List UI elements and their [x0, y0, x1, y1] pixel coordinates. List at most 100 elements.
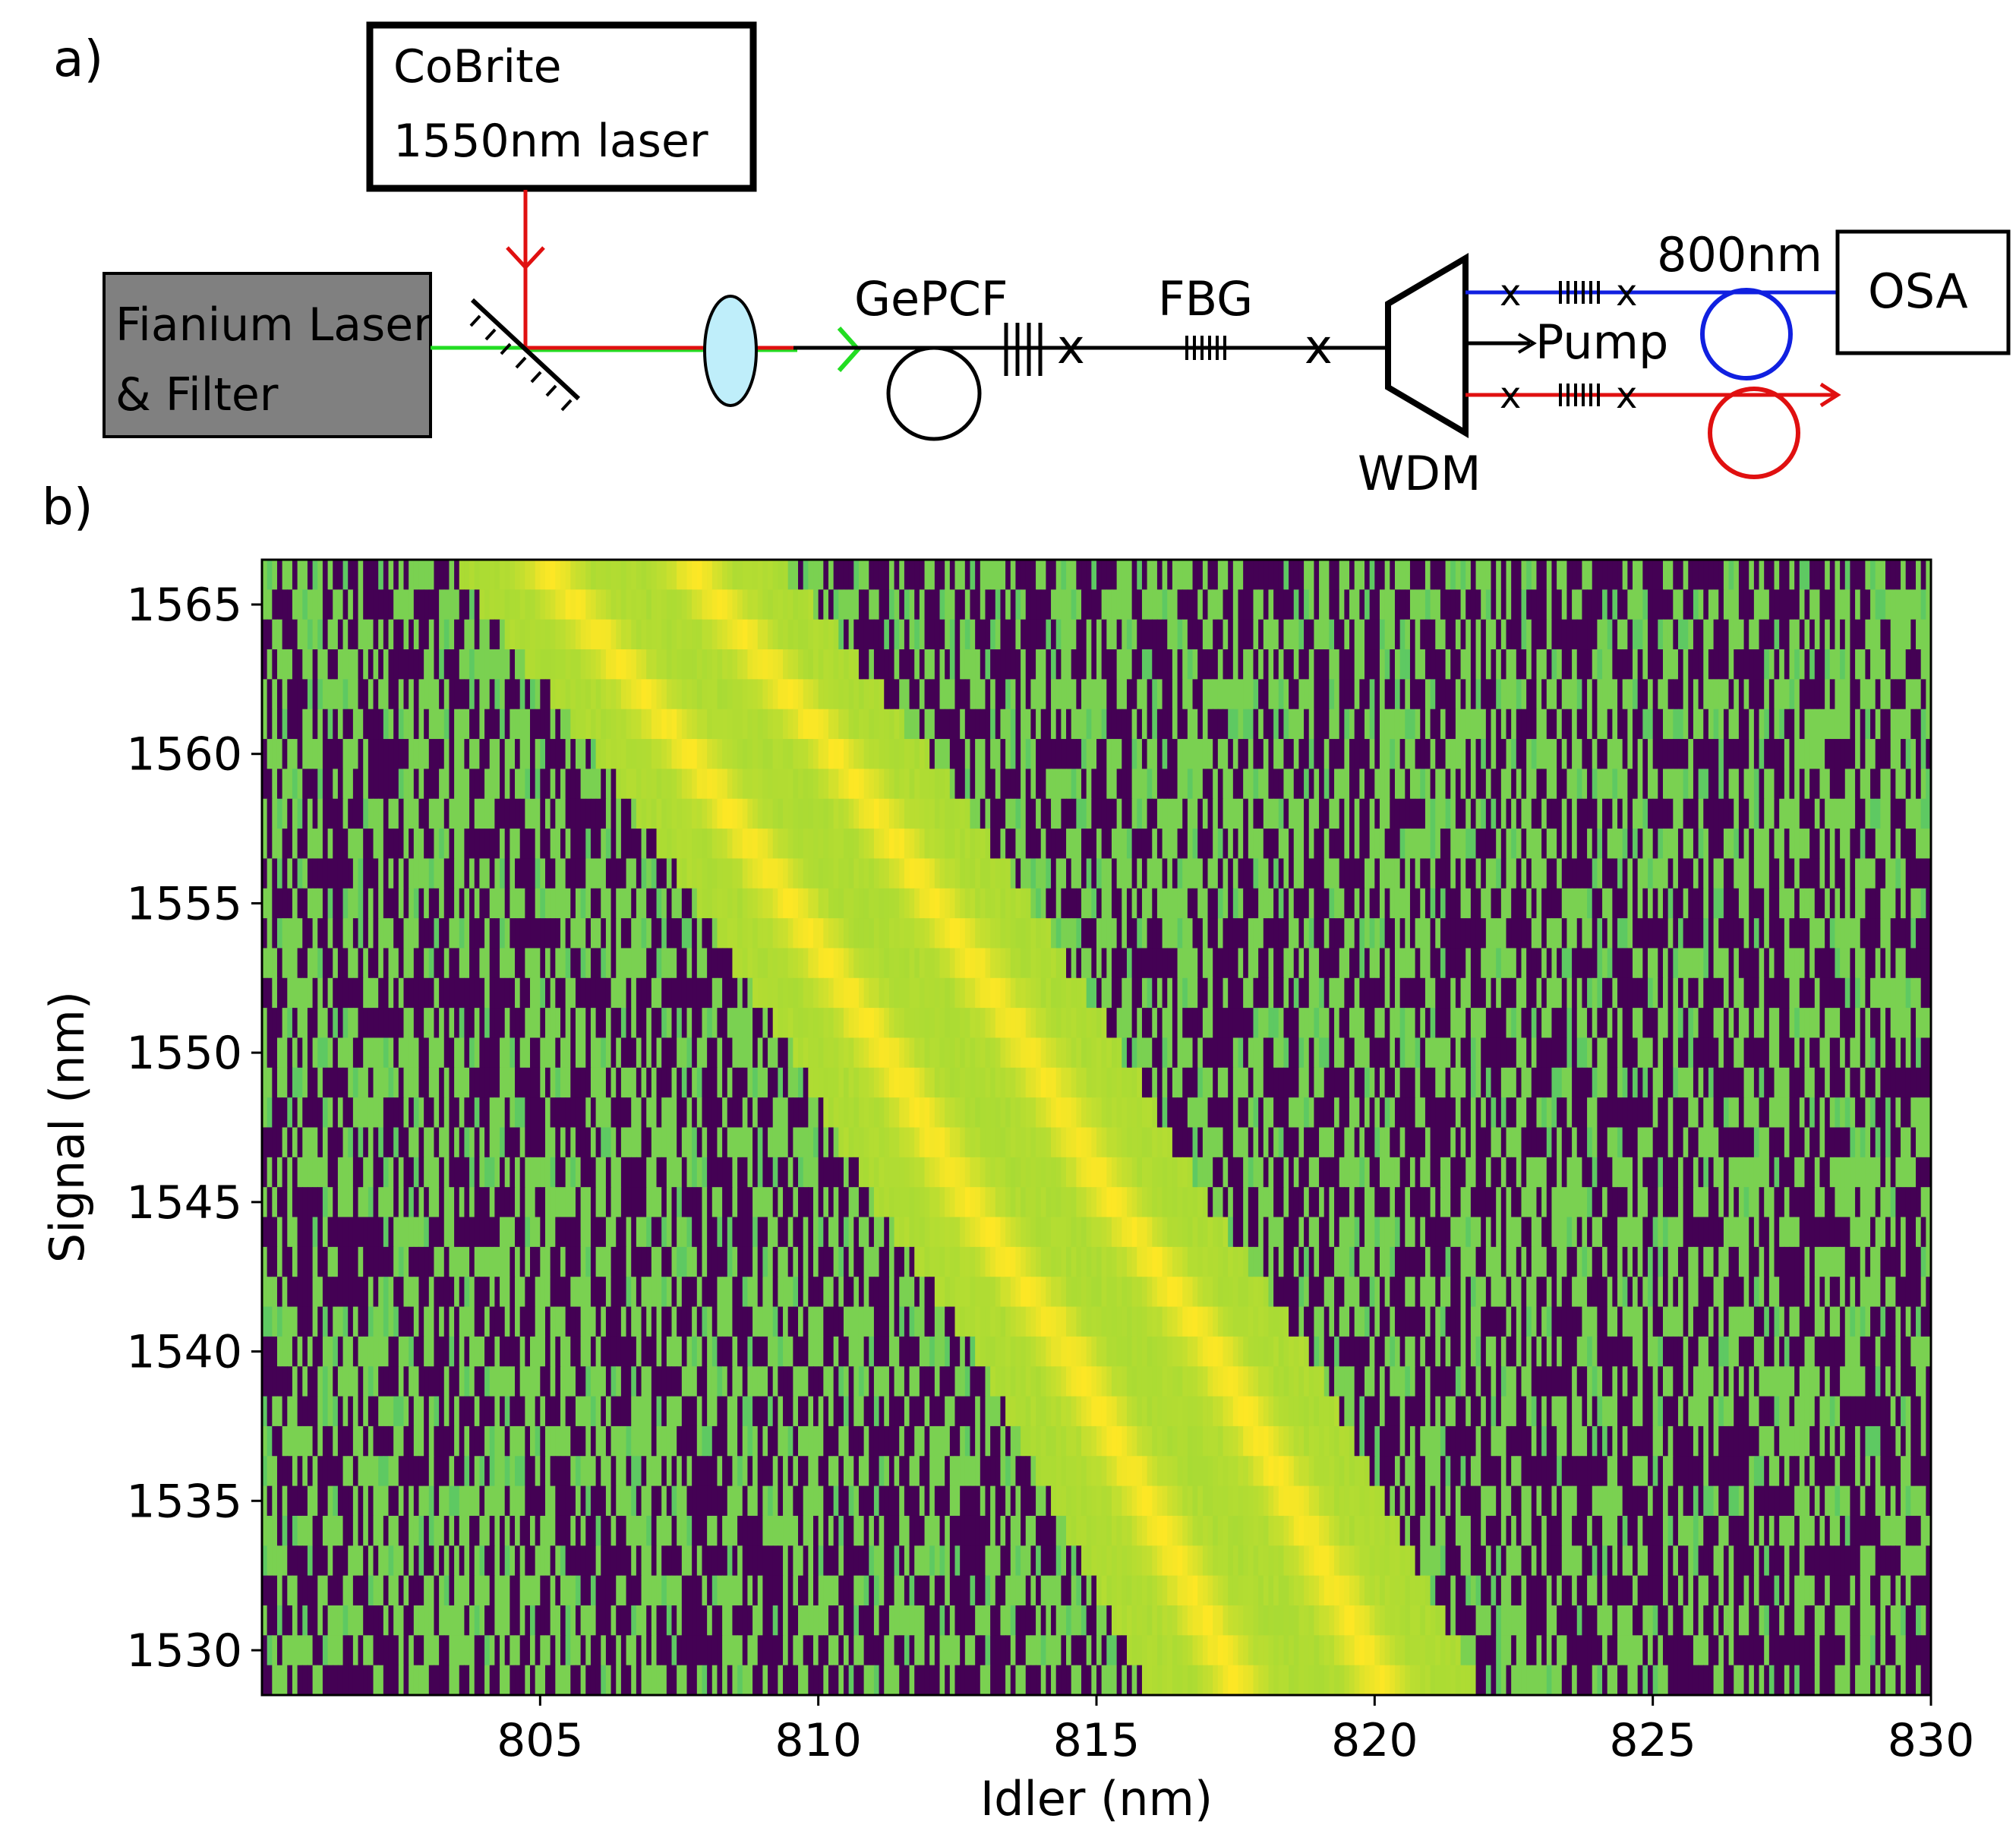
heatmap-cell [1693, 948, 1699, 979]
heatmap-cell [1774, 798, 1780, 829]
heatmap-cell [348, 858, 354, 889]
heatmap-cell [1217, 679, 1224, 710]
heatmap-cell [853, 589, 860, 620]
heatmap-cell [1283, 858, 1289, 889]
heatmap-cell [803, 679, 809, 710]
heatmap-cell [1390, 769, 1396, 800]
heatmap-cell [1910, 589, 1917, 620]
heatmap-cell [1870, 619, 1876, 650]
osa-label: OSA [1868, 264, 1968, 319]
heatmap-cell [1096, 888, 1103, 919]
heatmap-cell [1101, 739, 1107, 769]
heatmap-cell [1323, 798, 1330, 829]
heatmap-cell [1652, 858, 1658, 889]
heatmap-cell [1633, 888, 1639, 919]
heatmap-cell [519, 560, 525, 590]
heatmap-cell [327, 739, 333, 769]
heatmap-cell [1314, 977, 1320, 1009]
heatmap-cell [1753, 589, 1760, 620]
heatmap-cell [1374, 649, 1380, 680]
heatmap-cell [565, 977, 571, 1009]
heatmap-cell [1071, 560, 1077, 590]
heatmap-cell [454, 858, 460, 889]
heatmap-cell [1718, 888, 1724, 919]
heatmap-cell [1880, 589, 1886, 620]
heatmap-cell [1405, 619, 1411, 650]
heatmap-cell [1749, 918, 1755, 949]
heatmap-cell [1197, 619, 1204, 650]
heatmap-cell [1440, 918, 1447, 949]
heatmap-cell [1602, 948, 1608, 979]
heatmap-cell [1582, 679, 1588, 710]
heatmap-cell [1825, 918, 1831, 949]
heatmap-cell [1617, 977, 1623, 1009]
heatmap-cell [1228, 619, 1234, 650]
heatmap-cell [1319, 679, 1325, 710]
heatmap-cell [1263, 619, 1270, 650]
heatmap-cell [500, 589, 506, 620]
heatmap-cell [803, 977, 809, 1009]
heatmap-cell [409, 769, 415, 800]
heatmap-cell [1749, 888, 1755, 919]
heatmap-cell [1870, 977, 1876, 1009]
heatmap-cell [1521, 560, 1527, 590]
heatmap-cell [1652, 679, 1658, 710]
heatmap-cell [307, 619, 314, 650]
heatmap-cell [1597, 829, 1603, 860]
heatmap-cell [1005, 739, 1011, 769]
heatmap-cell [1662, 560, 1669, 590]
heatmap-cell [696, 918, 703, 949]
heatmap-cell [808, 679, 814, 710]
heatmap-cell [1232, 560, 1239, 590]
heatmap-cell [1122, 798, 1128, 829]
heatmap-cell [1369, 679, 1375, 710]
heatmap-cell [1167, 888, 1173, 919]
heatmap-cell [1916, 589, 1922, 620]
heatmap-cell [535, 918, 541, 949]
heatmap-cell [1738, 769, 1745, 800]
heatmap-cell [1749, 798, 1755, 829]
heatmap-cell [1627, 739, 1633, 769]
heatmap-cell [1314, 619, 1320, 650]
heatmap-cell [1304, 709, 1310, 740]
heatmap-cell [1551, 948, 1557, 979]
heatmap-cell [1617, 829, 1623, 860]
heatmap-cell [1046, 619, 1052, 650]
heatmap-cell [307, 977, 314, 1009]
heatmap-cell [550, 739, 556, 769]
heatmap-cell [1885, 709, 1891, 740]
heatmap-cell [964, 679, 971, 710]
heatmap-cell [337, 739, 344, 769]
heatmap-cell [1825, 948, 1831, 979]
heatmap-cell [1071, 769, 1077, 800]
heatmap-cell [813, 739, 819, 769]
heatmap-cell [1197, 679, 1204, 710]
heatmap-cell [540, 798, 546, 829]
heatmap-cell [1399, 709, 1406, 740]
heatmap-cell [267, 649, 273, 680]
heatmap-cell [1167, 977, 1173, 1009]
heatmap-cell [1000, 769, 1006, 800]
heatmap-cell [348, 649, 354, 680]
heatmap-cell [661, 619, 667, 650]
heatmap-cell [1243, 948, 1249, 979]
heatmap-cell [1283, 589, 1289, 620]
heatmap-cell [1086, 858, 1092, 889]
heatmap-cell [489, 798, 495, 829]
heatmap-cell [439, 589, 445, 620]
heatmap-cell [510, 858, 516, 889]
heatmap-cell [560, 948, 566, 979]
heatmap-cell [1167, 829, 1173, 860]
heatmap-cell [1526, 918, 1532, 949]
heatmap-cell [677, 977, 683, 1009]
heatmap-cell [1021, 679, 1027, 710]
heatmap-cell [1658, 948, 1664, 979]
heatmap-cell [1137, 858, 1143, 889]
heatmap-cell [1648, 829, 1654, 860]
heatmap-cell [1384, 798, 1390, 829]
heatmap-cell [641, 769, 647, 800]
heatmap-cell [1055, 829, 1062, 860]
heatmap-cell [1658, 769, 1664, 800]
heatmap-cell [605, 798, 612, 829]
heatmap-cell [1405, 918, 1411, 949]
